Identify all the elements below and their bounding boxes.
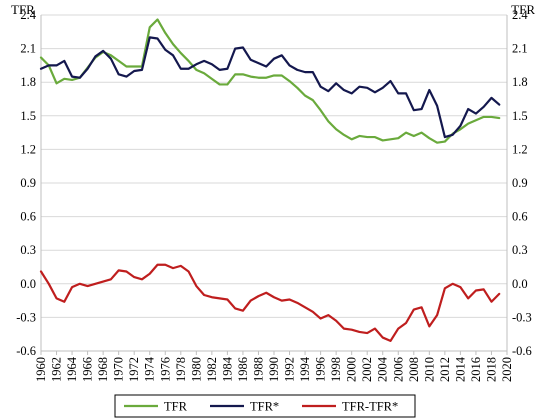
axes: 2.4 2.4 2.1 2.1 1.8 1.8 1.5 1.5 1.2 1.2 0.9 0.9 0.6 0… [11,2,535,382]
series-line-2 [39,263,501,343]
x-tick-label: 1968 [96,357,110,382]
x-tick-label: 1970 [112,357,126,382]
y-tick-label-right: 0.9 [512,176,528,190]
y-tick-label-left: 1.8 [20,75,36,89]
x-tick-label: 2016 [469,357,483,382]
x-tick-label: 1980 [189,357,203,382]
x-tick-label: 1988 [251,357,265,382]
legend-box [114,394,416,418]
y-tick-label-left: 0.9 [20,176,36,190]
x-tick-label: 1974 [143,356,157,382]
y-tick-label-left: 2.4 [20,8,36,22]
y-tick-label-right: 1.2 [512,142,528,156]
x-tick-label: 1984 [220,356,234,382]
x-tick-label: 1998 [329,357,343,382]
y-axis-title-left: TFR [11,2,35,17]
y-tick-label-right: 1.5 [512,109,528,123]
x-tick-label: 1996 [314,357,328,382]
legend-label-1: TFR* [250,400,279,414]
y-tick-label-left: 0.0 [20,277,36,291]
x-tick-label: 2010 [422,357,436,382]
y-tick-label-right: 1.8 [512,75,528,89]
legend: TFR TFR* TFR-TFR* [114,394,416,418]
x-tick-label: 2006 [391,357,405,382]
x-tick-label: 2018 [484,357,498,382]
x-tick-label: 2008 [407,357,421,382]
x-tick-label: 2014 [453,356,467,382]
x-tick-label: 1994 [298,356,312,382]
legend-label-0: TFR [164,400,188,414]
x-tick-label: 1982 [205,357,219,382]
x-tick-label: 2000 [345,357,359,382]
x-tick-label: 1960 [34,357,48,382]
y-tick-label-left: -0.3 [16,310,36,324]
series-line-1 [39,36,501,139]
y-tick-label-left: -0.6 [16,344,36,358]
y-tick-label-right: 2.1 [512,42,528,56]
x-tick-label: 2020 [500,357,514,382]
x-tick-label: 1978 [174,357,188,382]
y-tick-label-right: -0.3 [512,310,532,324]
x-tick-label: 1966 [81,357,95,382]
x-tick-label: 1986 [236,357,250,382]
y-tick-label-right: 0.6 [512,210,528,224]
x-tick-label: 1992 [283,357,297,382]
x-tick-label: 1976 [158,357,172,382]
x-tick-label: 2002 [360,357,374,382]
legend-label-2: TFR-TFR* [342,400,398,414]
y-tick-label-left: 1.5 [20,109,36,123]
y-tick-label-right: 0.0 [512,277,528,291]
series-lines [39,18,501,343]
x-tick-label: 2004 [376,356,390,382]
x-tick-label: 1962 [50,357,64,382]
y-tick-label-left: 0.6 [20,210,36,224]
y-tick-label-right: 2.4 [512,8,528,22]
y-axis-title-right: TFR [511,2,535,17]
y-tick-label-right: -0.6 [512,344,532,358]
y-tick-label-left: 1.2 [20,142,36,156]
y-tick-label-left: 2.1 [20,42,36,56]
series-line-0 [39,18,501,144]
x-tick-label: 2012 [438,357,452,382]
y-tick-label-left: 0.3 [20,243,36,257]
gridlines [41,14,507,352]
x-tick-label: 1990 [267,357,281,382]
x-tick-label: 1964 [65,356,79,382]
x-tick-label: 1972 [127,357,141,382]
y-tick-label-right: 0.3 [512,243,528,257]
